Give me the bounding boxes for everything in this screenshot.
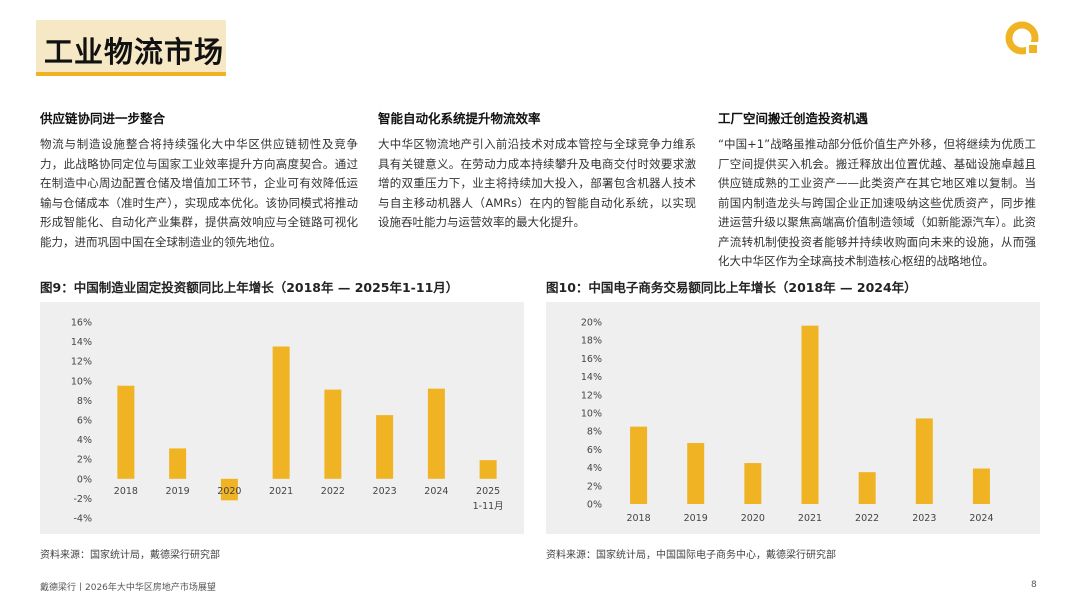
bar [744,463,762,504]
page-title: 工业物流市场 [44,35,225,69]
x-tick-label: 1-11月 [473,501,504,512]
x-tick-label: 2023 [373,486,397,497]
x-tick-label: 2020 [741,513,765,524]
x-tick-label: 2018 [626,513,650,524]
y-tick-label: 4% [587,463,602,474]
y-tick-label: 18% [581,336,602,347]
y-tick-label: 2% [77,455,92,466]
bar [220,478,238,501]
y-tick-label: 16% [71,318,92,329]
x-tick-label: 2018 [114,486,138,497]
column-supply-chain: 供应链协同进一步整合 物流与制造设施整合将持续强化大中华区供应链韧性及竞争力，此… [40,108,358,252]
y-tick-label: 4% [77,435,92,446]
y-tick-label: 14% [581,372,602,383]
y-tick-label: 6% [587,445,602,456]
y-tick-label: 0% [587,500,602,511]
y-tick-label: 10% [581,409,602,420]
y-tick-label: 8% [587,427,602,438]
y-tick-label: 12% [71,357,92,368]
x-tick-label: 2022 [321,486,345,497]
bar [801,325,819,504]
column-relocation: 工厂空间搬迁创造投资机遇 “中国+1”战略虽推动部分低价值生产外移，但将继续为优… [718,108,1036,272]
y-tick-label: 0% [77,474,92,485]
x-tick-label: 2025 [476,486,500,497]
y-tick-label: -2% [74,494,93,505]
bar-chart-fig9: -4% -2% 0% 2% 4% 6% 8% 10% 12% 14% 16% 2018 2019 2020… [71,318,504,525]
bar [858,472,876,504]
bar [324,389,342,479]
bar [376,415,394,479]
y-tick-label: 20% [581,318,602,329]
source-note-fig10: 资料来源：国家统计局，中国国际电子商务中心，戴德梁行研究部 [546,550,836,561]
bar [272,346,290,479]
x-tick-label: 2024 [969,513,993,524]
bar [117,385,135,479]
chart-title-fig9: 图9：中国制造业固定投资额同比上年增长（2018年 — 2025年1-11月） [40,280,459,295]
x-tick-label: 2024 [424,486,448,497]
y-tick-label: 6% [77,416,92,427]
y-tick-label: 12% [581,390,602,401]
bar [915,418,933,504]
bar [630,426,648,504]
bar [479,460,497,479]
column-body: 物流与制造设施整合将持续强化大中华区供应链韧性及竞争力，此战略协同定位与国家工业… [40,137,358,249]
y-tick-label: 10% [71,376,92,387]
y-tick-label: 2% [587,481,602,492]
column-automation: 智能自动化系统提升物流效率 大中华区物流地产引入前沿技术对成本管控与全球竞争力维… [378,108,696,233]
chart-title-fig10: 图10：中国电子商务交易额同比上年增长（2018年 — 2024年） [546,280,917,295]
bar [169,448,187,479]
source-note-fig9: 资料来源：国家统计局，戴德梁行研究部 [40,550,220,561]
x-tick-label: 2020 [217,486,241,497]
page-number: 8 [1031,580,1037,590]
column-heading: 工厂空间搬迁创造投资机遇 [718,111,869,126]
x-tick-label: 2019 [684,513,708,524]
column-body: “中国+1”战略虽推动部分低价值生产外移，但将继续为优质工厂空间提供买入机会。搬… [718,137,1036,268]
bar [972,468,990,504]
x-tick-label: 2022 [855,513,879,524]
y-tick-label: 14% [71,337,92,348]
y-tick-label: -4% [74,514,93,525]
x-tick-label: 2021 [269,486,293,497]
chart-panel-fig10: 0% 2% 4% 6% 8% 10% 12% 14% 16% 18% 20% 2018 2019 2020… [546,302,1040,534]
brand-logo-icon [1005,21,1039,55]
page-title-box [36,20,226,76]
column-heading: 供应链协同进一步整合 [40,111,166,126]
bar-chart-fig10: 0% 2% 4% 6% 8% 10% 12% 14% 16% 18% 20% 2018 2019 2020… [581,318,994,525]
x-tick-label: 2023 [912,513,936,524]
y-tick-label: 16% [581,354,602,365]
y-tick-label: 8% [77,396,92,407]
column-heading: 智能自动化系统提升物流效率 [378,111,541,126]
bar [427,388,445,479]
x-tick-label: 2019 [166,486,190,497]
bar [687,443,705,504]
footer-text: 戴德梁行丨2026年大中华区房地产市场展望 [40,583,216,593]
x-tick-label: 2021 [798,513,822,524]
column-body: 大中华区物流地产引入前沿技术对成本管控与全球竞争力维系具有关键意义。在劳动力成本… [378,137,696,229]
chart-panel-fig9: -4% -2% 0% 2% 4% 6% 8% 10% 12% 14% 16% 2018 2019 2020… [40,302,524,534]
